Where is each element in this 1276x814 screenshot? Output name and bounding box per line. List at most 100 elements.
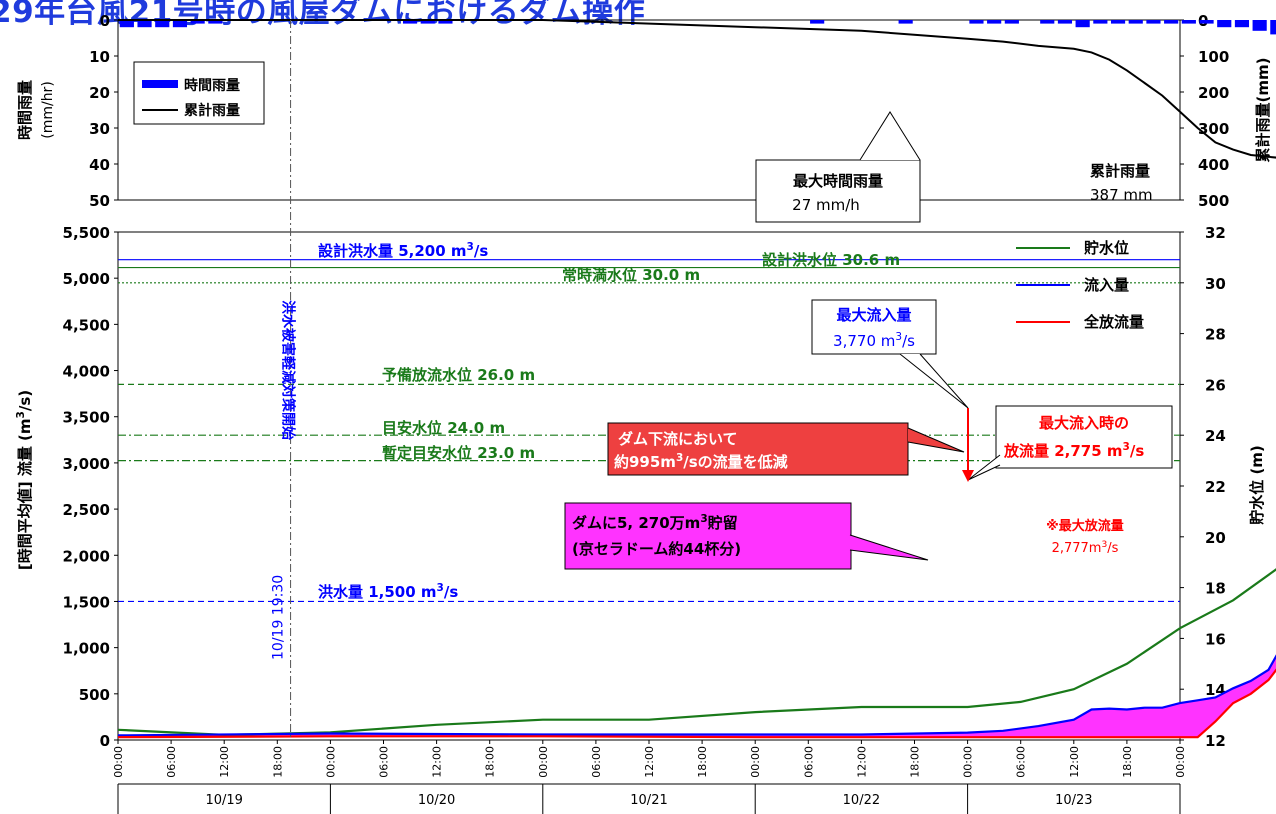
rain-right-tick-label: 100 bbox=[1198, 48, 1229, 66]
flow-legend-label: 流入量 bbox=[1084, 276, 1129, 294]
rain-bar bbox=[1093, 20, 1108, 24]
flood-start-time-label: 10/19 19:30 bbox=[271, 575, 287, 660]
rain-bar bbox=[810, 20, 825, 24]
x-tick-label: 12:00 bbox=[855, 746, 868, 778]
flow-left-tick-label: 2,500 bbox=[63, 501, 110, 519]
rain-legend-bar-swatch bbox=[142, 80, 178, 88]
rain-bar bbox=[1004, 20, 1019, 24]
max-hourly-rain-pointer bbox=[859, 111, 921, 161]
level-right-tick-label: 26 bbox=[1205, 376, 1226, 394]
cumulative-total-label: 累計雨量 bbox=[1090, 162, 1150, 180]
rain-bar bbox=[1270, 20, 1276, 35]
date-label: 10/22 bbox=[843, 793, 880, 808]
flow-reduction-value: 約995m3/sの流量を低減 bbox=[614, 452, 788, 471]
rain-bar bbox=[1128, 20, 1143, 24]
level-right-tick-label: 24 bbox=[1205, 427, 1226, 445]
x-tick-label: 06:00 bbox=[590, 746, 603, 778]
flow-left-tick-label: 4,000 bbox=[63, 363, 110, 381]
max-inflow-label: 最大流入量 bbox=[836, 306, 911, 324]
max-outflow-note-label: ※最大放流量 bbox=[1046, 518, 1124, 534]
reference-line-label: 洪水量 1,500 m3/s bbox=[318, 582, 458, 601]
max-inflow-outflow-label: 最大流入時の bbox=[1039, 414, 1129, 432]
x-tick-label: 00:00 bbox=[1174, 746, 1187, 778]
storage-value: (京セラドーム約44杯分) bbox=[572, 540, 741, 558]
max-hourly-rain-callout bbox=[755, 159, 921, 223]
level-right-tick-label: 16 bbox=[1205, 630, 1226, 648]
flood-start-label: 洪水被害軽減対策開始 bbox=[280, 300, 297, 440]
rain-bar bbox=[987, 20, 1002, 24]
rain-left-tick-label: 40 bbox=[89, 156, 110, 174]
rain-bar bbox=[1199, 20, 1214, 24]
rain-bar bbox=[1040, 20, 1055, 24]
max-inflow-callout bbox=[811, 299, 937, 355]
max-inflow-outflow-pointer bbox=[967, 454, 1001, 481]
rain-right-tick-label: 500 bbox=[1198, 192, 1229, 210]
date-label: 10/19 bbox=[205, 793, 242, 808]
rain-bar bbox=[155, 20, 170, 28]
x-tick-label: 00:00 bbox=[537, 746, 550, 778]
reference-line-label: 暫定目安水位 23.0 m bbox=[382, 444, 535, 462]
x-tick-label: 18:00 bbox=[696, 746, 709, 778]
reduction-arrow-head bbox=[962, 470, 974, 482]
x-tick-label: 06:00 bbox=[1015, 746, 1028, 778]
max-outflow-note-value: 2,777m3/s bbox=[1052, 540, 1119, 556]
rain-bar bbox=[1075, 20, 1090, 28]
cumulative-legend-label: 累計雨量 bbox=[184, 102, 240, 119]
rain-bar bbox=[438, 20, 453, 24]
rain-left-axis-title: 時間雨量 bbox=[16, 80, 34, 140]
x-tick-label: 00:00 bbox=[112, 746, 125, 778]
x-tick-label: 12:00 bbox=[431, 746, 444, 778]
rain-bar bbox=[208, 20, 223, 24]
rain-left-tick-label: 10 bbox=[89, 48, 110, 66]
x-tick-label: 06:00 bbox=[802, 746, 815, 778]
rain-left-tick-label: 50 bbox=[89, 192, 110, 210]
level-right-tick-label: 20 bbox=[1205, 529, 1226, 547]
x-tick-label: 00:00 bbox=[749, 746, 762, 778]
max-inflow-value: 3,770 m3/s bbox=[833, 331, 915, 350]
rain-bar bbox=[137, 20, 152, 28]
reference-line-label: 目安水位 24.0 m bbox=[382, 419, 505, 437]
storage-volume-fill bbox=[118, 656, 1276, 738]
rain-legend-label: 時間雨量 bbox=[184, 77, 240, 94]
rain-right-tick-label: 300 bbox=[1198, 120, 1229, 138]
flow-legend-label: 貯水位 bbox=[1084, 239, 1129, 257]
flow-left-tick-label: 3,000 bbox=[63, 455, 110, 473]
page-title: 29年台風21号時の風屋ダムにおけるダム操作 bbox=[0, 0, 646, 30]
rain-right-tick-label: 400 bbox=[1198, 156, 1229, 174]
rain-bar bbox=[1164, 20, 1179, 24]
x-tick-label: 18:00 bbox=[271, 746, 284, 778]
level-right-tick-label: 28 bbox=[1205, 326, 1226, 344]
rain-bar bbox=[402, 20, 418, 24]
x-tick-label: 18:00 bbox=[484, 746, 497, 778]
level-right-tick-label: 18 bbox=[1205, 580, 1226, 598]
flow-plot-frame bbox=[117, 231, 1181, 741]
flow-left-tick-label: 0 bbox=[100, 732, 110, 750]
flow-left-tick-label: 5,000 bbox=[63, 270, 110, 288]
date-label: 10/21 bbox=[630, 793, 667, 808]
date-label: 10/23 bbox=[1055, 793, 1092, 808]
rain-left-tick-label: 0 bbox=[100, 12, 110, 30]
flow-left-tick-label: 4,500 bbox=[63, 316, 110, 334]
flow-left-tick-label: 500 bbox=[79, 686, 110, 704]
max-inflow-outflow-callout bbox=[995, 405, 1173, 469]
rain-bar bbox=[1110, 20, 1126, 24]
max-inflow-outflow-value: 放流量 2,775 m3/s bbox=[1003, 441, 1144, 460]
reference-line-label: 予備放流水位 26.0 m bbox=[382, 366, 535, 384]
storage-pointer bbox=[849, 534, 929, 561]
flow-reduction-pointer bbox=[907, 427, 965, 453]
outflow-line bbox=[117, 668, 1276, 739]
x-tick-label: 00:00 bbox=[962, 746, 975, 778]
reference-line-label: 設計洪水量 5,200 m3/s bbox=[318, 241, 488, 260]
date-label: 10/20 bbox=[418, 793, 455, 808]
x-tick-label: 12:00 bbox=[643, 746, 656, 778]
rain-bar bbox=[119, 20, 134, 28]
inflow-line bbox=[117, 654, 1276, 737]
flow-legend-label: 全放流量 bbox=[1083, 313, 1144, 331]
x-tick-label: 06:00 bbox=[165, 746, 178, 778]
rain-left-tick-label: 30 bbox=[89, 120, 110, 138]
rain-bar bbox=[172, 20, 188, 28]
